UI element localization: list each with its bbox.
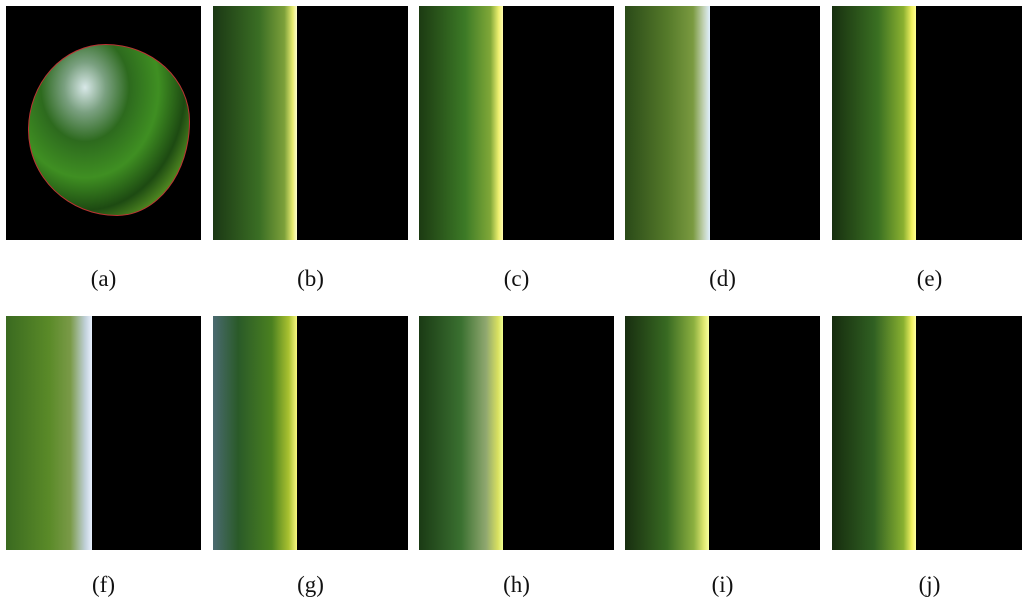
panel-image: [832, 316, 1022, 550]
stripe: [832, 6, 916, 240]
seed-image: [28, 44, 190, 216]
panel-label: (j): [832, 572, 1022, 598]
panel-image: [625, 316, 820, 550]
stripe: [832, 316, 916, 550]
stripe: [419, 6, 503, 240]
panel-label: (b): [213, 266, 408, 292]
panel-label: (g): [213, 572, 408, 598]
stripe: [213, 6, 297, 240]
stripe: [6, 316, 92, 550]
panel-image: [419, 6, 614, 240]
panel-image: [6, 316, 201, 550]
panel-image: [6, 6, 201, 240]
panel-label: (d): [625, 266, 820, 292]
panel-image: [625, 6, 820, 240]
stripe: [625, 316, 709, 550]
panel-image: [832, 6, 1022, 240]
panel-image: [213, 6, 408, 240]
panel-image: [419, 316, 614, 550]
panel-image: [213, 316, 408, 550]
panel-label: (f): [6, 572, 201, 598]
panel-label: (i): [625, 572, 820, 598]
stripe: [625, 6, 710, 240]
figure: (a) (b) (c) (d) (e) (f) (g) (h) (i) (j): [0, 0, 1022, 608]
panel-label: (c): [419, 266, 614, 292]
stripe: [419, 316, 503, 550]
panel-label: (e): [832, 266, 1022, 292]
stripe: [213, 316, 297, 550]
panel-label: (a): [6, 266, 201, 292]
panel-label: (h): [419, 572, 614, 598]
